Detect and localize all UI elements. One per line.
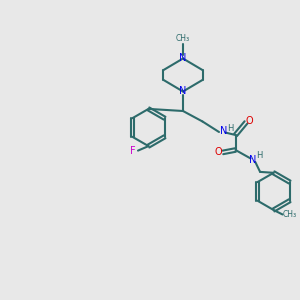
Text: O: O [246, 116, 254, 126]
Text: N: N [220, 125, 227, 136]
Text: CH₃: CH₃ [176, 34, 190, 43]
Text: O: O [215, 147, 223, 158]
Text: CH₃: CH₃ [282, 210, 296, 219]
Text: H: H [227, 124, 233, 133]
Text: N: N [179, 53, 187, 64]
Text: H: H [256, 151, 262, 160]
Text: N: N [249, 154, 256, 165]
Text: F: F [130, 146, 135, 156]
Text: N: N [179, 86, 187, 97]
